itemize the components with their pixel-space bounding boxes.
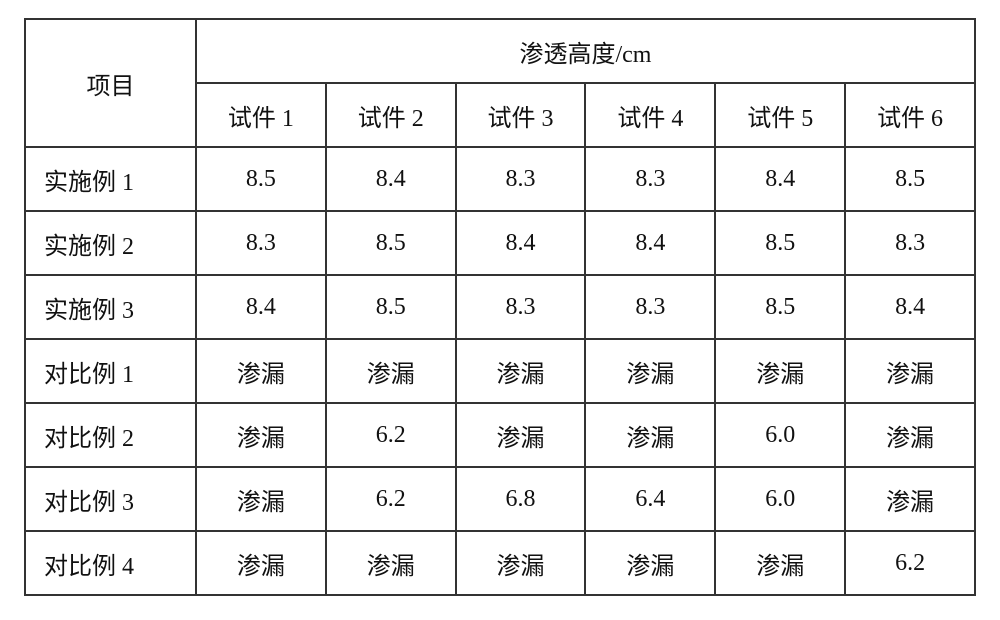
col-header: 试件 4 [585, 83, 715, 147]
table-cell: 6.2 [845, 531, 975, 595]
table-cell: 6.8 [456, 467, 586, 531]
table-cell: 渗漏 [845, 403, 975, 467]
table-cell: 渗漏 [456, 531, 586, 595]
table-cell: 8.3 [456, 275, 586, 339]
table-row: 实施例 2 8.3 8.5 8.4 8.4 8.5 8.3 [25, 211, 975, 275]
table-cell: 渗漏 [196, 467, 326, 531]
table-cell: 8.3 [585, 147, 715, 211]
col-header: 试件 6 [845, 83, 975, 147]
data-table: 项目 渗透高度/cm 试件 1 试件 2 试件 3 试件 4 试件 5 试件 6… [24, 18, 976, 596]
table-cell: 8.3 [196, 211, 326, 275]
table-row: 实施例 1 8.5 8.4 8.3 8.3 8.4 8.5 [25, 147, 975, 211]
table-row: 对比例 2 渗漏 6.2 渗漏 渗漏 6.0 渗漏 [25, 403, 975, 467]
table-cell: 渗漏 [326, 339, 456, 403]
table-cell: 渗漏 [715, 531, 845, 595]
table-row: 对比例 3 渗漏 6.2 6.8 6.4 6.0 渗漏 [25, 467, 975, 531]
row-label: 实施例 3 [25, 275, 196, 339]
table-cell: 6.0 [715, 467, 845, 531]
table-cell: 6.2 [326, 467, 456, 531]
table-cell: 渗漏 [585, 339, 715, 403]
table-cell: 渗漏 [585, 403, 715, 467]
table-cell: 8.5 [196, 147, 326, 211]
row-label: 对比例 2 [25, 403, 196, 467]
table-cell: 渗漏 [196, 531, 326, 595]
table-cell: 渗漏 [196, 339, 326, 403]
table-cell: 渗漏 [845, 467, 975, 531]
table-cell: 8.3 [845, 211, 975, 275]
row-label: 实施例 1 [25, 147, 196, 211]
table-cell: 8.5 [326, 211, 456, 275]
corner-header: 项目 [25, 19, 196, 147]
table-row: 对比例 4 渗漏 渗漏 渗漏 渗漏 渗漏 6.2 [25, 531, 975, 595]
table-cell: 渗漏 [456, 403, 586, 467]
table-body: 实施例 1 8.5 8.4 8.3 8.3 8.4 8.5 实施例 2 8.3 … [25, 147, 975, 595]
table-cell: 8.4 [456, 211, 586, 275]
table-cell: 8.5 [715, 275, 845, 339]
table-cell: 8.4 [326, 147, 456, 211]
row-label: 实施例 2 [25, 211, 196, 275]
table-cell: 8.3 [585, 275, 715, 339]
col-header: 试件 2 [326, 83, 456, 147]
table-row: 对比例 1 渗漏 渗漏 渗漏 渗漏 渗漏 渗漏 [25, 339, 975, 403]
table-cell: 8.3 [456, 147, 586, 211]
table-cell: 8.4 [715, 147, 845, 211]
header-row-1: 项目 渗透高度/cm [25, 19, 975, 83]
table-cell: 8.4 [196, 275, 326, 339]
table-cell: 8.5 [715, 211, 845, 275]
group-header: 渗透高度/cm [196, 19, 975, 83]
row-label: 对比例 4 [25, 531, 196, 595]
table-cell: 渗漏 [196, 403, 326, 467]
table-cell: 渗漏 [326, 531, 456, 595]
table-cell: 8.4 [845, 275, 975, 339]
table-cell: 渗漏 [456, 339, 586, 403]
table-cell: 8.5 [326, 275, 456, 339]
row-label: 对比例 1 [25, 339, 196, 403]
table-cell: 6.2 [326, 403, 456, 467]
table-cell: 8.5 [845, 147, 975, 211]
col-header: 试件 3 [456, 83, 586, 147]
row-label: 对比例 3 [25, 467, 196, 531]
table-cell: 渗漏 [715, 339, 845, 403]
col-header: 试件 1 [196, 83, 326, 147]
table-cell: 6.4 [585, 467, 715, 531]
table-cell: 8.4 [585, 211, 715, 275]
table-cell: 渗漏 [585, 531, 715, 595]
table-cell: 渗漏 [845, 339, 975, 403]
table-cell: 6.0 [715, 403, 845, 467]
table-row: 实施例 3 8.4 8.5 8.3 8.3 8.5 8.4 [25, 275, 975, 339]
col-header: 试件 5 [715, 83, 845, 147]
